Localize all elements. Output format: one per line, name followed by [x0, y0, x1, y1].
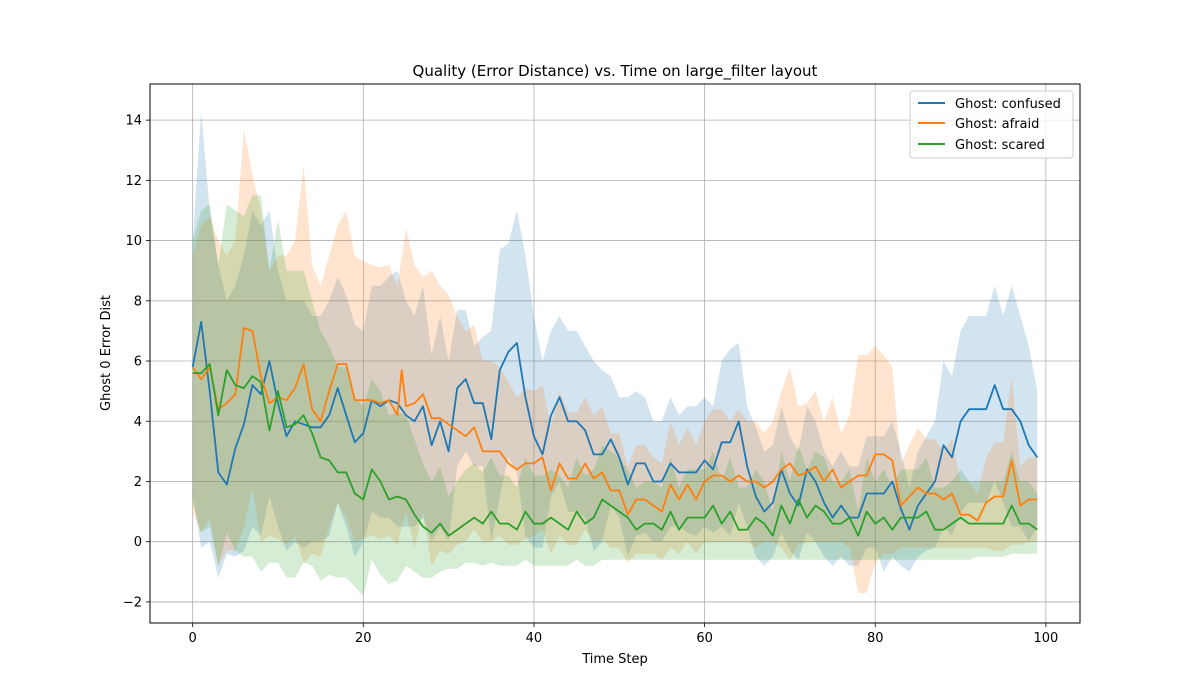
band-confused [192, 111, 1038, 578]
band-scared [192, 195, 1038, 596]
series-lines [191, 320, 1039, 537]
grid [150, 84, 1080, 623]
y-tick-label: −2 [123, 595, 142, 610]
y-tick-label: 10 [125, 234, 142, 249]
x-tick-label: 100 [1033, 631, 1058, 646]
legend-label-afraid: Ghost: afraid [955, 117, 1039, 132]
y-tick-label: 4 [134, 415, 142, 430]
y-tick-label: 12 [125, 174, 142, 189]
x-tick-label: 0 [189, 631, 197, 646]
x-axis-title: Time Step [581, 652, 648, 667]
y-axis-title: Ghost 0 Error Dist [99, 295, 114, 411]
y-tick-label: 6 [134, 355, 142, 370]
x-tick-label: 60 [696, 631, 713, 646]
x-tick-label: 40 [526, 631, 543, 646]
series-line-scared [192, 363, 1038, 537]
legend: Ghost: confused Ghost: afraid Ghost: sca… [909, 90, 1074, 159]
x-tick-label: 80 [867, 631, 884, 646]
plot-frame [149, 83, 1081, 624]
y-tick-label: 0 [134, 535, 142, 550]
y-tick-label: 2 [134, 475, 142, 490]
legend-label-scared: Ghost: scared [955, 138, 1045, 153]
legend-label-confused: Ghost: confused [955, 97, 1061, 112]
series-line-afraid [191, 326, 1038, 522]
y-tick-label: 8 [134, 294, 142, 309]
series-line-confused [191, 320, 1039, 531]
y-axis-ticks: −2 0 2 4 6 8 10 12 14 [123, 114, 150, 610]
x-tick-label: 20 [355, 631, 372, 646]
legend-box [909, 90, 1074, 159]
y-tick-label: 14 [125, 114, 142, 129]
x-axis-ticks: 0 20 40 60 80 100 [189, 623, 1058, 646]
chart-title: Quality (Error Distance) vs. Time on lar… [413, 62, 818, 81]
